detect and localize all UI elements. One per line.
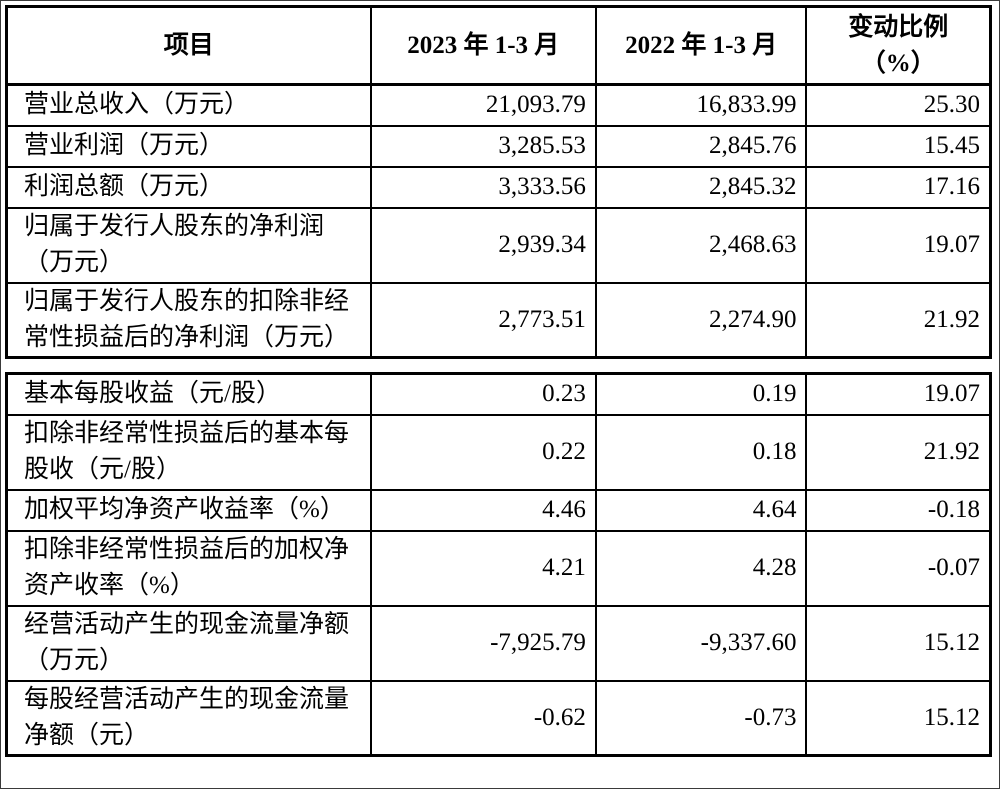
value-2023: -0.62 [369, 679, 597, 757]
table-row: 加权平均净资产收益率（%） 4.46 4.64 -0.18 [5, 488, 992, 532]
row-label: 归属于发行人股东的净利润 （万元） [5, 206, 372, 284]
table-row: 营业总收入（万元） 21,093.79 16,833.99 25.30 [5, 83, 992, 127]
value-2023: 3,285.53 [369, 124, 597, 168]
table-row: 归属于发行人股东的净利润 （万元） 2,939.34 2,468.63 19.0… [5, 206, 992, 284]
table-row: 营业利润（万元） 3,285.53 2,845.76 15.45 [5, 124, 992, 168]
value-2023: 21,093.79 [369, 83, 597, 127]
value-2022: -0.73 [594, 679, 808, 757]
value-2023: 2,773.51 [369, 281, 597, 359]
row-label: 基本每股收益（元/股） [5, 372, 372, 416]
value-2023: 0.23 [369, 372, 597, 416]
table-row: 利润总额（万元） 3,333.56 2,845.32 17.16 [5, 165, 992, 209]
row-label: 营业利润（万元） [5, 124, 372, 168]
value-2022: 2,468.63 [594, 206, 808, 284]
value-2022: 2,274.90 [594, 281, 808, 359]
table-row: 基本每股收益（元/股） 0.23 0.19 19.07 [5, 372, 992, 416]
value-2022: -9,337.60 [594, 604, 808, 682]
table-row: 扣除非经常性损益后的基本每 股收（元/股） 0.22 0.18 21.92 [5, 413, 992, 491]
financial-table-main: 项目 2023 年 1-3 月 2022 年 1-3 月 变动比例 （%） 营业… [5, 5, 992, 359]
row-label: 加权平均净资产收益率（%） [5, 488, 372, 532]
row-label: 扣除非经常性损益后的加权净 资产收率（%） [5, 529, 372, 607]
table-row: 归属于发行人股东的扣除非经 常性损益后的净利润（万元） 2,773.51 2,2… [5, 281, 992, 359]
financial-table-per-share: 基本每股收益（元/股） 0.23 0.19 19.07 扣除非经常性损益后的基本… [5, 372, 992, 757]
value-change: 17.16 [805, 165, 992, 209]
value-change: 19.07 [805, 206, 992, 284]
value-change: -0.18 [805, 488, 992, 532]
value-2023: 0.22 [369, 413, 597, 491]
col-header-item: 项目 [5, 5, 372, 86]
value-2022: 2,845.32 [594, 165, 808, 209]
row-label: 归属于发行人股东的扣除非经 常性损益后的净利润（万元） [5, 281, 372, 359]
row-label: 营业总收入（万元） [5, 83, 372, 127]
value-2022: 4.28 [594, 529, 808, 607]
col-header-2022: 2022 年 1-3 月 [594, 5, 808, 86]
value-2022: 4.64 [594, 488, 808, 532]
table-separator [5, 359, 992, 372]
value-2022: 0.18 [594, 413, 808, 491]
value-2022: 2,845.76 [594, 124, 808, 168]
value-2023: 4.46 [369, 488, 597, 532]
value-2023: -7,925.79 [369, 604, 597, 682]
value-2023: 2,939.34 [369, 206, 597, 284]
row-label: 经营活动产生的现金流量净额 （万元） [5, 604, 372, 682]
header-row: 项目 2023 年 1-3 月 2022 年 1-3 月 变动比例 （%） [5, 5, 992, 86]
value-2023: 3,333.56 [369, 165, 597, 209]
value-change: 19.07 [805, 372, 992, 416]
value-change: -0.07 [805, 529, 992, 607]
value-change: 15.12 [805, 679, 992, 757]
table-row: 每股经营活动产生的现金流量 净额（元） -0.62 -0.73 15.12 [5, 679, 992, 757]
value-change: 25.30 [805, 83, 992, 127]
row-label: 利润总额（万元） [5, 165, 372, 209]
value-change: 21.92 [805, 281, 992, 359]
col-header-change: 变动比例 （%） [805, 5, 992, 86]
value-change: 15.12 [805, 604, 992, 682]
value-2022: 0.19 [594, 372, 808, 416]
value-change: 15.45 [805, 124, 992, 168]
table-row: 扣除非经常性损益后的加权净 资产收率（%） 4.21 4.28 -0.07 [5, 529, 992, 607]
value-change: 21.92 [805, 413, 992, 491]
value-2022: 16,833.99 [594, 83, 808, 127]
value-2023: 4.21 [369, 529, 597, 607]
table-row: 经营活动产生的现金流量净额 （万元） -7,925.79 -9,337.60 1… [5, 604, 992, 682]
row-label: 每股经营活动产生的现金流量 净额（元） [5, 679, 372, 757]
col-header-2023: 2023 年 1-3 月 [369, 5, 597, 86]
row-label: 扣除非经常性损益后的基本每 股收（元/股） [5, 413, 372, 491]
